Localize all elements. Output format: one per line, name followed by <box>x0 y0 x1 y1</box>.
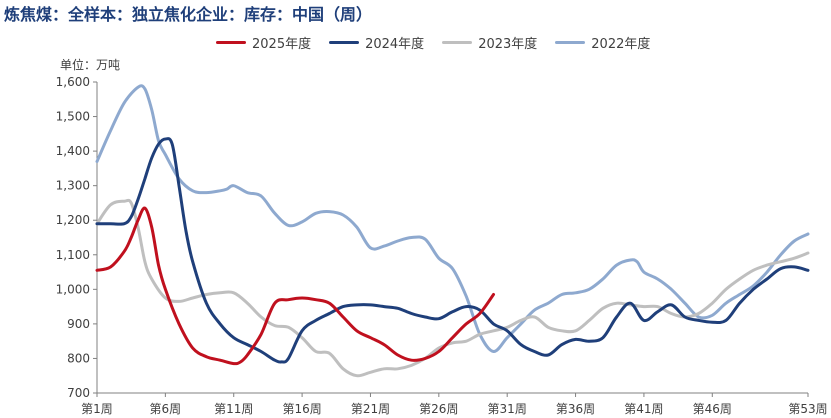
legend-label-2024: 2024年度 <box>365 37 425 52</box>
x-tick-label: 第6周 <box>150 402 182 416</box>
y-tick-label: 1,400 <box>56 144 90 158</box>
y-axis-unit-label: 单位：万吨 <box>60 58 121 72</box>
x-tick-label: 第31周 <box>488 402 527 416</box>
y-tick-label: 1,200 <box>56 213 90 227</box>
legend-item-2025: 2025年度 <box>216 33 311 52</box>
x-tick-label: 第26周 <box>419 402 458 416</box>
x-tick-label: 第16周 <box>282 402 321 416</box>
y-tick-label: 1,000 <box>56 282 90 296</box>
legend-swatch-2023 <box>442 41 473 44</box>
legend-label-2025: 2025年度 <box>252 37 312 52</box>
x-tick-label: 第1周 <box>81 402 113 416</box>
y-tick-label: 700 <box>67 386 90 400</box>
series-lines <box>95 84 810 378</box>
y-tick-label: 1,100 <box>56 248 90 262</box>
legend-item-2024: 2024年度 <box>329 33 424 52</box>
legend-label-2022: 2022年度 <box>591 37 651 52</box>
series-line-2025 <box>95 206 495 366</box>
legend-item-2022: 2022年度 <box>555 33 650 52</box>
legend: 2025年度 2024年度 2023年度 2022年度 <box>216 33 650 52</box>
x-tick-label: 第36周 <box>556 402 595 416</box>
axes: 700 800 900 1,000 1,100 1,200 1,300 1,400 1,500 1… <box>56 75 828 416</box>
x-tick-label: 第41周 <box>624 402 663 416</box>
y-tick-label: 800 <box>67 351 90 365</box>
y-tick-label: 1,300 <box>56 179 90 193</box>
chart-title: 炼焦煤：全样本：独立焦化企业：库存：中国（周） <box>4 5 373 24</box>
y-tick-label: 1,500 <box>56 110 90 124</box>
x-tick-label: 第21周 <box>351 402 390 416</box>
series-line-2022 <box>95 84 810 353</box>
legend-swatch-2022 <box>555 41 586 44</box>
x-tick-label: 第11周 <box>214 402 253 416</box>
y-tick-label: 900 <box>67 317 90 331</box>
legend-swatch-2025 <box>216 41 246 44</box>
y-tick-label: 1,600 <box>56 75 90 89</box>
series-line-2024 <box>95 137 810 364</box>
x-tick-label: 第53周 <box>788 402 827 416</box>
legend-label-2023: 2023年度 <box>478 37 538 52</box>
series-line-2023 <box>95 198 810 378</box>
x-tick-label: 第46周 <box>693 402 732 416</box>
legend-item-2023: 2023年度 <box>442 33 537 52</box>
legend-swatch-2024 <box>329 41 360 44</box>
